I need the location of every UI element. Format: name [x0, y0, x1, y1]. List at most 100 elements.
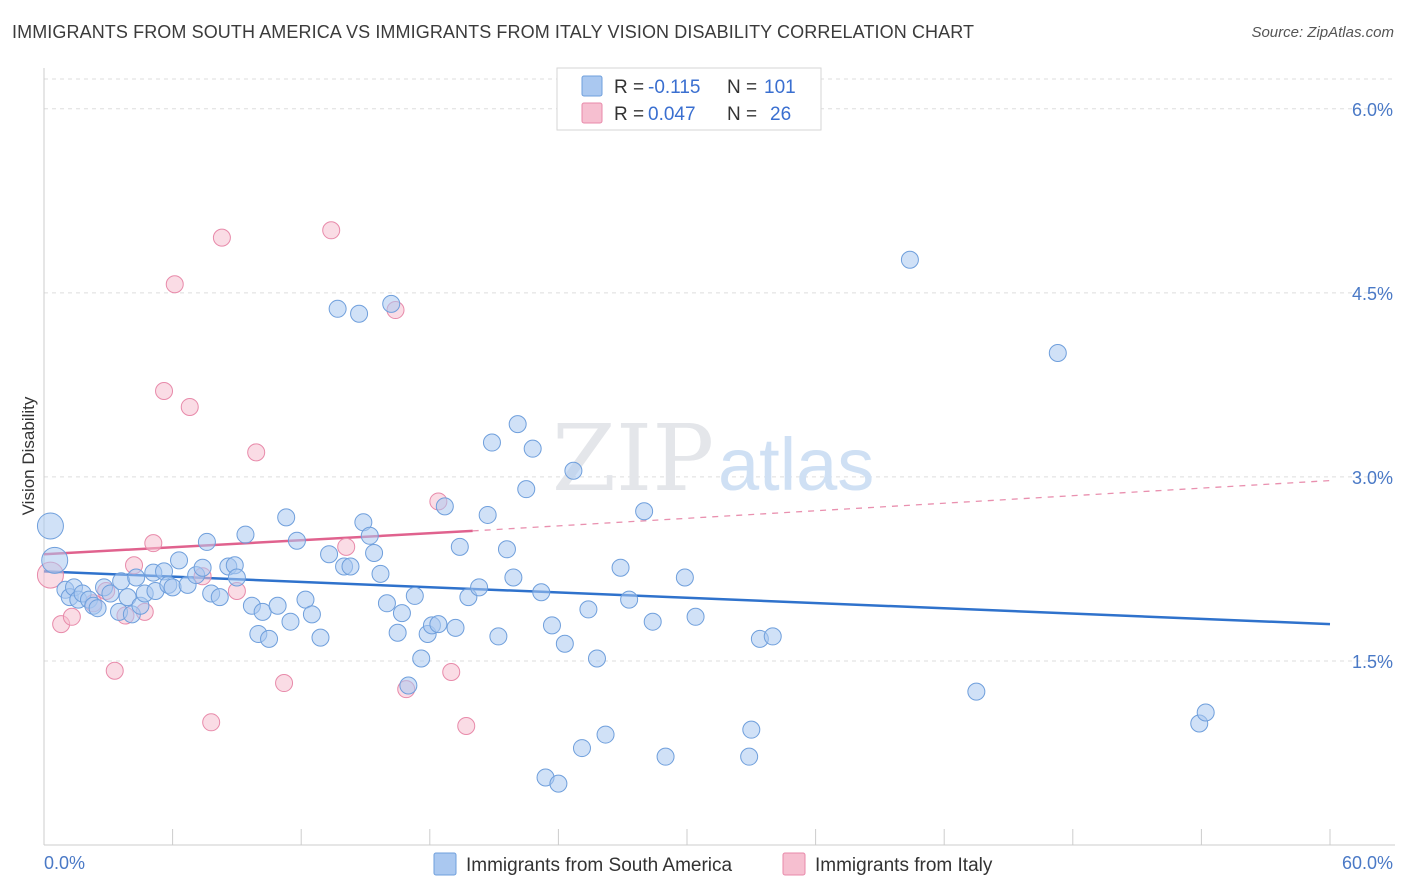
- south-america-point: [253, 602, 272, 621]
- south-america-point: [686, 607, 705, 626]
- south-america-point: [740, 747, 759, 766]
- watermark: ZIP atlas: [552, 405, 874, 512]
- trend-line-italy: [43, 529, 473, 556]
- legend-r-value-2: 0.047: [648, 104, 696, 125]
- south-america-point: [197, 532, 216, 551]
- south-america-point: [675, 568, 694, 587]
- south-america-point: [572, 739, 591, 758]
- south-america-point: [127, 568, 146, 587]
- south-america-point: [763, 627, 782, 646]
- south-america-point: [523, 439, 542, 458]
- series-italy-points: [36, 221, 476, 735]
- italy-point: [337, 537, 356, 556]
- italy-point: [105, 661, 124, 680]
- south-america-point: [388, 623, 407, 642]
- trend-lines: [43, 479, 1331, 626]
- south-america-point: [382, 294, 401, 313]
- south-america-point: [542, 616, 561, 635]
- south-america-point: [365, 543, 384, 562]
- legend-n-label-2: N =: [727, 104, 757, 125]
- y-axis-label: Vision Disability: [19, 396, 38, 515]
- axes: [43, 68, 1395, 846]
- legend-r-label-1: R =: [614, 77, 644, 98]
- south-america-point: [579, 600, 598, 619]
- south-america-point: [302, 605, 321, 624]
- south-america-point: [967, 682, 986, 701]
- legend-n-value-2: 26: [770, 104, 791, 125]
- x-tick-labels: 0.0% 60.0%: [44, 853, 1393, 873]
- south-america-point: [517, 480, 536, 499]
- south-america-point: [281, 612, 300, 631]
- bottom-legend-swatch-pink: [782, 852, 806, 876]
- south-america-point: [635, 502, 654, 521]
- south-america-point: [163, 578, 182, 597]
- grid-lines: [44, 78, 1395, 662]
- y-tick-label-2: 4.5%: [1352, 284, 1393, 304]
- legend-r-label-2: R =: [614, 104, 644, 125]
- south-america-point: [1048, 343, 1067, 362]
- italy-point: [442, 662, 461, 681]
- south-america-point: [170, 551, 189, 570]
- bottom-legend-label-italy: Immigrants from Italy: [815, 855, 993, 876]
- south-america-point: [260, 629, 279, 648]
- south-america-point: [227, 568, 246, 587]
- bottom-legend: Immigrants from South America Immigrants…: [433, 852, 993, 876]
- bottom-legend-label-south-america: Immigrants from South America: [466, 855, 733, 876]
- south-america-point: [36, 512, 64, 540]
- south-america-point: [350, 304, 369, 323]
- south-america-point: [549, 774, 568, 793]
- italy-point: [247, 443, 266, 462]
- italy-point: [180, 397, 199, 416]
- italy-point: [457, 716, 476, 735]
- italy-point: [322, 221, 341, 240]
- bottom-legend-swatch-blue: [433, 852, 457, 876]
- south-america-point: [435, 497, 454, 516]
- south-america-point: [489, 627, 508, 646]
- south-america-point: [429, 615, 448, 634]
- south-america-point: [1196, 703, 1215, 722]
- legend-n-value-1: 101: [764, 77, 796, 98]
- chart-title: IMMIGRANTS FROM SOUTH AMERICA VS IMMIGRA…: [12, 22, 975, 42]
- source-label: Source: ZipAtlas.com: [1251, 24, 1394, 41]
- south-america-point: [320, 545, 339, 564]
- south-america-point: [478, 505, 497, 524]
- watermark-atlas: atlas: [718, 423, 874, 506]
- south-america-point: [412, 649, 431, 668]
- south-america-point: [88, 599, 107, 618]
- y-tick-labels: 1.5% 3.0% 4.5% 6.0%: [1352, 100, 1393, 672]
- south-america-point: [596, 725, 615, 744]
- watermark-zip: ZIP: [552, 405, 714, 512]
- south-america-point: [193, 558, 212, 577]
- south-america-point: [268, 596, 287, 615]
- south-america-point: [555, 634, 574, 653]
- italy-point: [275, 674, 294, 693]
- south-america-point: [311, 628, 330, 647]
- south-america-point: [643, 612, 662, 631]
- italy-point: [165, 275, 184, 294]
- x-tick-label-1: 60.0%: [1342, 853, 1393, 873]
- south-america-point: [482, 433, 501, 452]
- y-tick-label-0: 1.5%: [1352, 652, 1393, 672]
- south-america-point: [236, 525, 255, 544]
- x-tick-label-0: 0.0%: [44, 853, 85, 873]
- italy-point: [155, 382, 174, 401]
- south-america-point: [446, 618, 465, 637]
- south-america-point: [287, 531, 306, 550]
- south-america-point: [405, 586, 424, 605]
- trend-line-south-america: [43, 570, 1331, 626]
- series-south-america-points: [36, 250, 1215, 793]
- south-america-point: [470, 578, 489, 597]
- south-america-point: [620, 590, 639, 609]
- south-america-point: [377, 594, 396, 613]
- south-america-point: [118, 588, 137, 607]
- south-america-point: [497, 540, 516, 559]
- south-america-point: [508, 415, 527, 434]
- south-america-point: [101, 584, 120, 603]
- south-america-point: [656, 747, 675, 766]
- south-america-point: [392, 604, 411, 623]
- south-america-point: [328, 299, 347, 318]
- south-america-point: [112, 572, 131, 591]
- italy-point: [202, 713, 221, 732]
- south-america-point: [504, 568, 523, 587]
- italy-point: [144, 534, 163, 553]
